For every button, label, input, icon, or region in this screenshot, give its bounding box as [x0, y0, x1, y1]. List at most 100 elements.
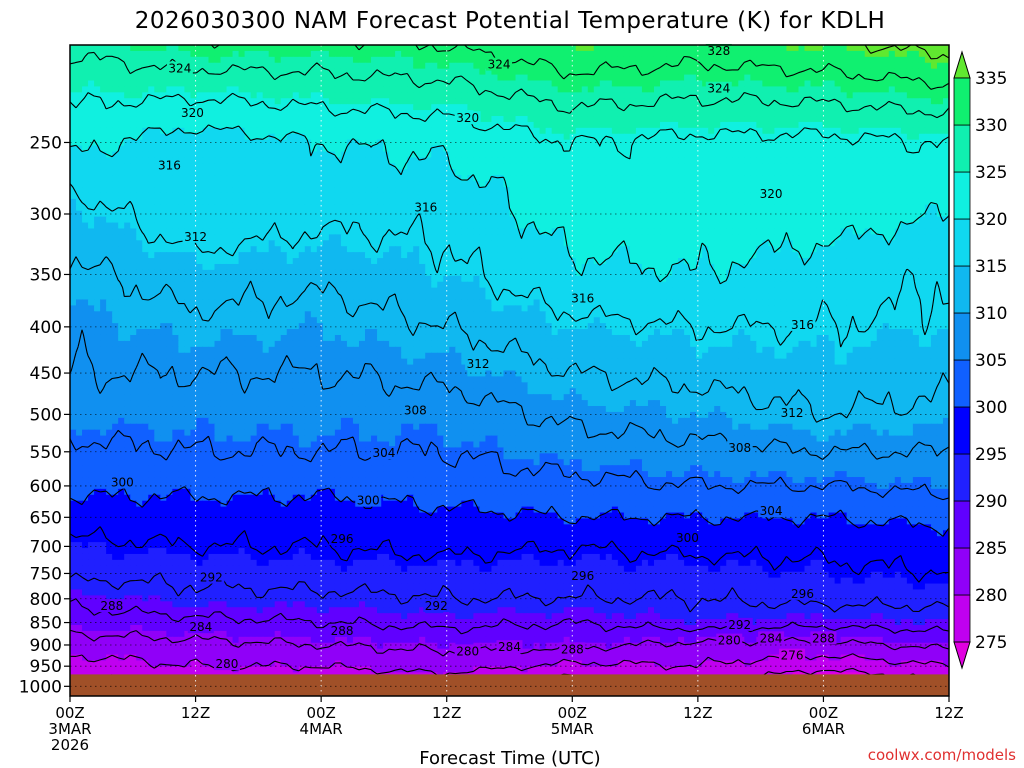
field-cell — [822, 151, 830, 159]
field-cell — [413, 187, 420, 194]
field-cell — [136, 234, 143, 241]
field-cell — [810, 74, 818, 82]
field-cell — [672, 104, 679, 111]
field-cell — [352, 98, 360, 105]
field-cell — [906, 192, 914, 200]
field-cell — [521, 163, 529, 170]
field-cell — [551, 80, 559, 88]
field-cell — [696, 45, 703, 52]
field-cell — [491, 151, 499, 159]
field-cell — [214, 104, 222, 111]
field-cell — [130, 234, 137, 241]
field-cell — [389, 86, 396, 93]
field-cell — [154, 50, 161, 58]
field-cell — [786, 62, 794, 70]
field-cell — [876, 145, 884, 153]
field-cell — [834, 68, 842, 76]
field-cell — [551, 187, 559, 194]
field-cell — [822, 234, 830, 241]
field-cell — [798, 222, 806, 230]
field-cell — [419, 121, 426, 129]
field-cell — [822, 121, 830, 129]
field-cell — [328, 151, 336, 159]
field-cell — [202, 151, 210, 159]
field-cell — [768, 56, 775, 64]
field-cell — [262, 246, 270, 253]
field-cell — [702, 187, 709, 194]
field-cell — [750, 210, 757, 218]
field-cell — [118, 127, 125, 135]
field-cell — [762, 80, 769, 88]
field-cell — [858, 187, 866, 194]
field-cell — [647, 145, 655, 153]
field-cell — [870, 204, 878, 212]
field-cell — [479, 104, 487, 111]
field-cell — [166, 246, 173, 253]
field-cell — [112, 92, 119, 99]
field-cell — [509, 234, 517, 241]
field-cell — [762, 74, 769, 82]
field-cell — [870, 121, 878, 129]
field-cell — [202, 240, 210, 247]
field-cell — [611, 192, 619, 200]
field-cell — [653, 74, 661, 82]
field-cell — [834, 210, 842, 218]
field-cell — [930, 210, 938, 218]
field-cell — [810, 45, 818, 52]
field-cell — [822, 74, 830, 82]
field-cell — [82, 74, 89, 82]
field-cell — [461, 234, 468, 241]
field-cell — [208, 163, 216, 170]
field-cell — [407, 157, 414, 164]
field-cell — [738, 116, 745, 123]
field-cell — [894, 110, 902, 117]
field-cell — [551, 92, 559, 99]
field-cell — [768, 181, 775, 188]
field-cell — [918, 181, 926, 188]
field-cell — [431, 98, 438, 105]
field-cell — [154, 68, 161, 76]
field-cell — [298, 163, 306, 170]
field-cell — [274, 45, 282, 52]
field-cell — [720, 133, 727, 141]
field-cell — [900, 240, 908, 247]
field-cell — [443, 139, 450, 147]
field-cell — [660, 163, 667, 170]
field-cell — [623, 181, 631, 188]
field-cell — [774, 163, 782, 170]
field-cell — [930, 68, 938, 76]
field-cell — [509, 127, 517, 135]
field-cell — [425, 50, 432, 58]
field-cell — [900, 157, 908, 164]
field-cell — [455, 62, 462, 70]
field-cell — [208, 175, 216, 182]
field-cell — [172, 104, 179, 111]
field-cell — [635, 204, 643, 212]
field-cell — [714, 169, 721, 176]
field-cell — [328, 92, 336, 99]
field-cell — [358, 240, 366, 247]
field-cell — [888, 157, 896, 164]
field-cell — [136, 246, 143, 253]
field-cell — [539, 80, 547, 88]
field-cell — [298, 98, 306, 105]
field-cell — [738, 222, 745, 230]
field-cell — [840, 86, 848, 93]
field-cell — [786, 198, 794, 206]
field-cell — [88, 187, 95, 194]
field-cell — [792, 222, 800, 230]
field-cell — [623, 56, 631, 64]
field-cell — [798, 121, 806, 129]
field-cell — [214, 222, 222, 230]
field-cell — [142, 110, 149, 117]
field-cell — [106, 68, 113, 76]
field-cell — [635, 45, 643, 52]
field-cell — [726, 175, 733, 182]
field-cell — [672, 187, 679, 194]
field-cell — [702, 110, 709, 117]
field-cell — [365, 133, 372, 141]
field-cell — [70, 175, 77, 182]
field-cell — [533, 175, 541, 182]
field-cell — [635, 92, 643, 99]
field-cell — [383, 216, 390, 224]
